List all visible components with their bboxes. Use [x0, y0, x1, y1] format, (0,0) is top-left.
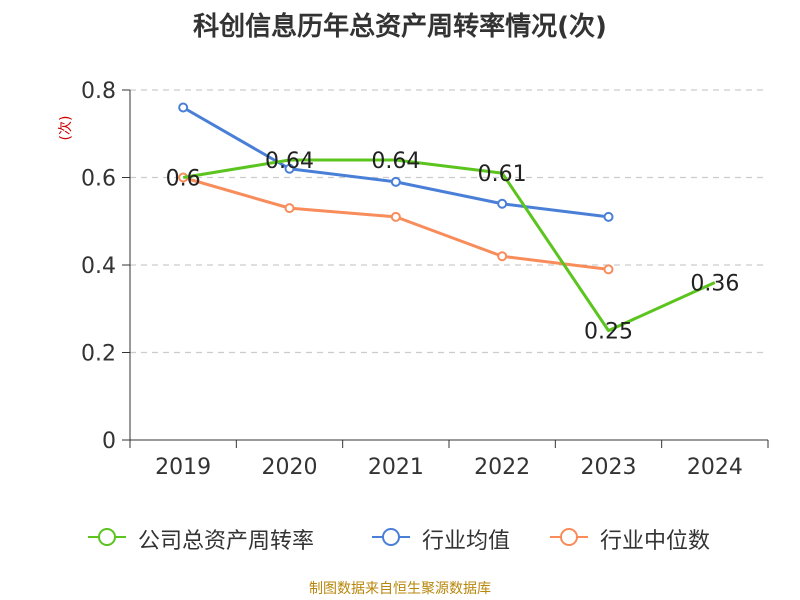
data-point: [178, 102, 189, 113]
legend-label: 行业中位数: [600, 529, 711, 554]
data-point: [603, 211, 614, 222]
legend-label: 行业均值: [422, 529, 511, 554]
legend: 公司总资产周转率 行业均值 行业中位数: [0, 520, 800, 554]
legend-swatch-marker: [382, 528, 400, 546]
grid-lines: [130, 89, 768, 354]
data-point: [497, 198, 508, 209]
x-tick-label: 2020: [262, 455, 318, 480]
y-tick-label: 0: [102, 429, 116, 454]
legend-swatch-marker: [98, 528, 116, 546]
data-point: [390, 211, 401, 222]
y-tick-label: 0.2: [81, 342, 116, 367]
legend-swatch-marker: [560, 528, 578, 546]
x-tick-label: 2022: [474, 455, 530, 480]
y-axis-label: (次): [58, 116, 74, 141]
data-point: [603, 264, 614, 275]
x-tick-label: 2021: [368, 455, 424, 480]
data-point: [497, 251, 508, 262]
data-point: [284, 203, 295, 214]
data-label: 0.61: [478, 162, 527, 187]
series-line: [182, 176, 609, 271]
data-point: [390, 176, 401, 187]
y-tick-label: 0.6: [81, 167, 116, 192]
x-tick-label: 2023: [581, 455, 637, 480]
y-tick-label: 0.8: [81, 79, 116, 104]
series-line: [182, 158, 716, 333]
chart-title: 科创信息历年总资产周转率情况(次): [193, 12, 607, 42]
x-tick-label: 2019: [155, 455, 211, 480]
data-point: [284, 163, 295, 174]
x-tick-label: 2024: [687, 455, 743, 480]
axes: 0 0.2 0.4 0.6 0.8 2019 2020 2021 2022 2023 2024: [81, 79, 769, 480]
data-label: 0.64: [371, 149, 420, 174]
legend-label: 公司总资产周转率: [138, 529, 315, 554]
data-label: 0.6: [166, 167, 201, 192]
source-note: 制图数据来自恒生聚源数据库: [309, 581, 491, 597]
data-label: 0.25: [584, 320, 633, 345]
data-label: 0.64: [265, 149, 314, 174]
data-label: 0.36: [690, 272, 739, 297]
series-lines: [178, 102, 716, 333]
data-labels: 0.6 0.64 0.64 0.61 0.25 0.36: [166, 149, 740, 345]
y-tick-label: 0.4: [81, 254, 116, 279]
